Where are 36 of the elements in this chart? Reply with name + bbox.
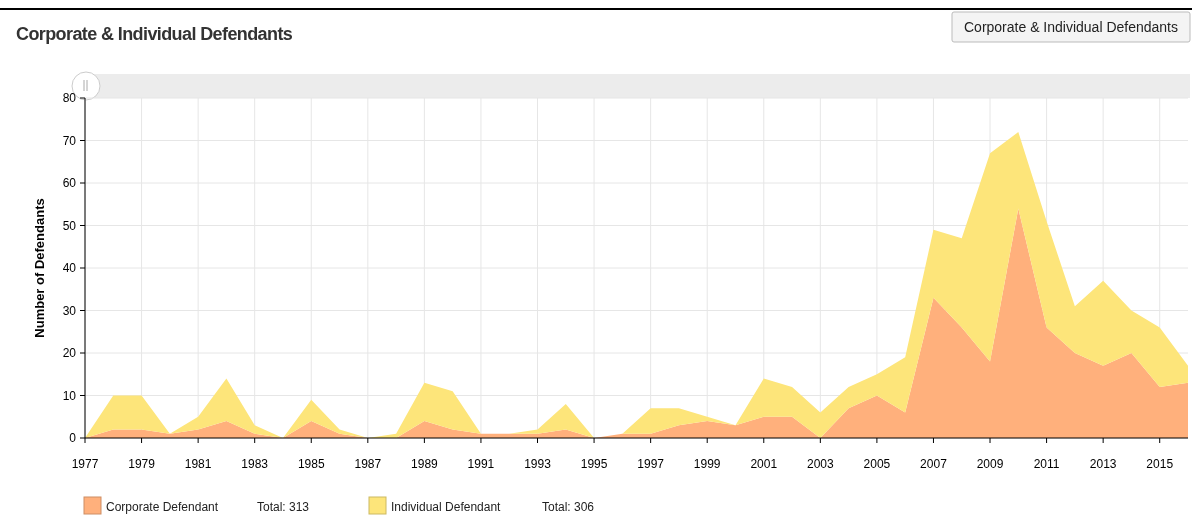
x-tick-label: 2009	[976, 457, 1004, 471]
x-tick-label: 2003	[806, 457, 834, 471]
x-tick-label: 1981	[184, 457, 212, 471]
y-tick-label: 30	[62, 303, 77, 318]
y-tick-label: 10	[62, 388, 77, 403]
legend-label: Individual Defendant	[391, 500, 502, 514]
x-tick-label: 1989	[411, 457, 439, 471]
x-tick-label: 1993	[524, 457, 552, 471]
x-tick-label: 2005	[863, 457, 891, 471]
y-tick-label: 80	[62, 91, 77, 105]
x-tick-label: 1985	[297, 457, 325, 471]
x-tick-label: 2007	[920, 457, 948, 471]
y-tick-label: 20	[62, 346, 77, 360]
x-tick-label: 2013	[1089, 457, 1117, 471]
text: Corporate & Individual Defendants	[963, 19, 1179, 35]
chart-title: Corporate & Individual Defendants	[16, 24, 293, 44]
y-tick-label: 60	[62, 176, 77, 190]
x-tick-label: 2001	[750, 457, 778, 471]
y-tick-label: 40	[62, 261, 77, 275]
x-tick-label: 1979	[128, 457, 156, 471]
text: Total: 313	[257, 500, 310, 514]
text: Total: 306	[542, 500, 595, 514]
legend-label: Corporate Defendant	[106, 500, 219, 514]
x-tick-label: 1987	[354, 457, 382, 471]
y-axis-title: Number of Defendants	[32, 198, 47, 338]
x-tick-label: 1983	[241, 457, 269, 471]
x-tick-label: 2015	[1146, 457, 1174, 471]
x-tick-label: 1977	[71, 457, 99, 471]
y-tick-label: 70	[62, 133, 77, 148]
x-tick-label: 1997	[637, 457, 665, 471]
x-tick-label: 1995	[580, 457, 608, 471]
x-tick-label: 2011	[1033, 457, 1060, 471]
x-tick-label: 1999	[693, 457, 721, 471]
y-tick-label: 0	[69, 431, 77, 445]
x-tick-label: 1991	[467, 457, 495, 471]
y-tick-label: 50	[62, 218, 77, 233]
